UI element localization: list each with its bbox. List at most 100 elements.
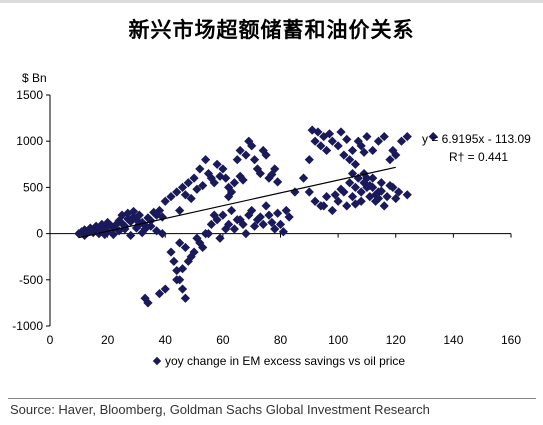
data-point: [198, 242, 208, 253]
data-point: [192, 233, 202, 243]
data-point: [166, 192, 176, 202]
data-point: [224, 192, 234, 202]
data-point: [368, 173, 378, 183]
data-point: [180, 293, 191, 303]
data-point: [339, 187, 349, 197]
data-point: [209, 210, 219, 220]
data-point: [310, 136, 320, 146]
data-point: [212, 159, 222, 169]
data-point: [298, 173, 309, 183]
data-point: [356, 141, 366, 151]
y-tick-label: -1000: [12, 319, 43, 333]
data-point: [428, 131, 438, 142]
data-point: [345, 155, 355, 165]
data-point: [270, 224, 280, 234]
data-point: [226, 205, 237, 216]
data-point: [333, 141, 343, 151]
data-point: [160, 284, 170, 294]
data-point: [333, 196, 343, 206]
data-point: [209, 178, 219, 188]
data-point: [304, 155, 314, 165]
trendline-r2: R† = 0.441: [449, 150, 508, 164]
legend-marker: [152, 356, 162, 366]
x-tick-label: 20: [101, 333, 115, 347]
source-note: Source: Haver, Bloomberg, Goldman Sachs …: [10, 402, 430, 417]
axes: -1000 -500 0 500 1000 1500 0 20 40 60 80 100 120 140 1…: [12, 71, 521, 347]
data-point: [339, 150, 349, 160]
data-point: [146, 221, 156, 231]
data-point: [172, 187, 182, 197]
data-point: [218, 210, 228, 220]
data-point: [232, 155, 242, 165]
data-point: [362, 131, 372, 142]
data-point: [264, 173, 274, 183]
data-point: [160, 196, 170, 206]
data-point: [370, 196, 381, 206]
data-point: [391, 150, 401, 160]
x-tick-label: 0: [47, 333, 54, 347]
data-point: [284, 212, 294, 222]
data-point: [189, 173, 199, 183]
data-point: [273, 177, 283, 187]
data-point: [232, 215, 242, 225]
data-point: [267, 169, 277, 180]
data-point: [229, 178, 239, 188]
data-point: [310, 196, 320, 206]
y-tick-label: 500: [23, 180, 43, 194]
data-point: [154, 289, 165, 299]
data-point: [359, 147, 369, 157]
data-point: [261, 201, 271, 211]
data-point: [88, 228, 98, 238]
data-point: [336, 127, 346, 137]
data-point: [203, 229, 214, 239]
data-point: [382, 192, 392, 202]
data-point: [379, 131, 389, 142]
data-point: [373, 136, 384, 146]
data-point: [108, 229, 118, 240]
data-point: [247, 141, 257, 151]
data-point: [229, 224, 239, 234]
data-point: [281, 205, 291, 216]
data-point: [215, 233, 225, 243]
x-tick-label: 80: [274, 333, 288, 347]
data-point: [391, 193, 401, 204]
data-point: [347, 145, 358, 156]
scatter-chart: -1000 -500 0 500 1000 1500 0 20 40 60 80 100 120 140 1…: [12, 71, 531, 368]
data-point: [186, 193, 196, 204]
data-point: [370, 190, 381, 200]
data-point: [267, 217, 277, 228]
data-point: [140, 293, 150, 303]
x-tick-label: 100: [328, 333, 348, 347]
data-point: [385, 180, 395, 191]
data-point: [166, 247, 176, 257]
data-point: [359, 178, 369, 188]
x-tick-label: 60: [216, 333, 230, 347]
data-point: [241, 150, 251, 160]
top-rule: [0, 0, 543, 3]
data-point: [177, 182, 188, 192]
x-tick-label: 160: [501, 333, 521, 347]
y-axis-unit-label: $ Bn: [22, 71, 47, 85]
data-point: [235, 171, 245, 181]
trendline-equation: y = 6.9195x - 113.09: [422, 132, 531, 146]
y-tick-label: 1000: [16, 134, 43, 148]
data-point: [146, 216, 156, 226]
data-point: [175, 205, 185, 216]
data-point: [327, 136, 337, 146]
data-point: [347, 192, 358, 202]
data-point: [195, 164, 205, 174]
data-point: [388, 182, 398, 192]
chart-title: 新兴市场超额储蓄和油价关系: [128, 17, 415, 42]
data-point: [350, 159, 361, 169]
data-point: [255, 168, 265, 179]
data-point: [307, 125, 317, 135]
data-point: [154, 205, 165, 216]
data-point: [322, 192, 332, 202]
trendline-group: y = 6.9195x - 113.09 R† = 0.441: [78, 132, 531, 239]
y-tick-label: 0: [36, 227, 43, 241]
data-point: [365, 180, 375, 191]
data-point: [126, 230, 136, 241]
data-point: [345, 178, 355, 188]
data-point: [157, 229, 167, 239]
data-point: [376, 186, 386, 196]
